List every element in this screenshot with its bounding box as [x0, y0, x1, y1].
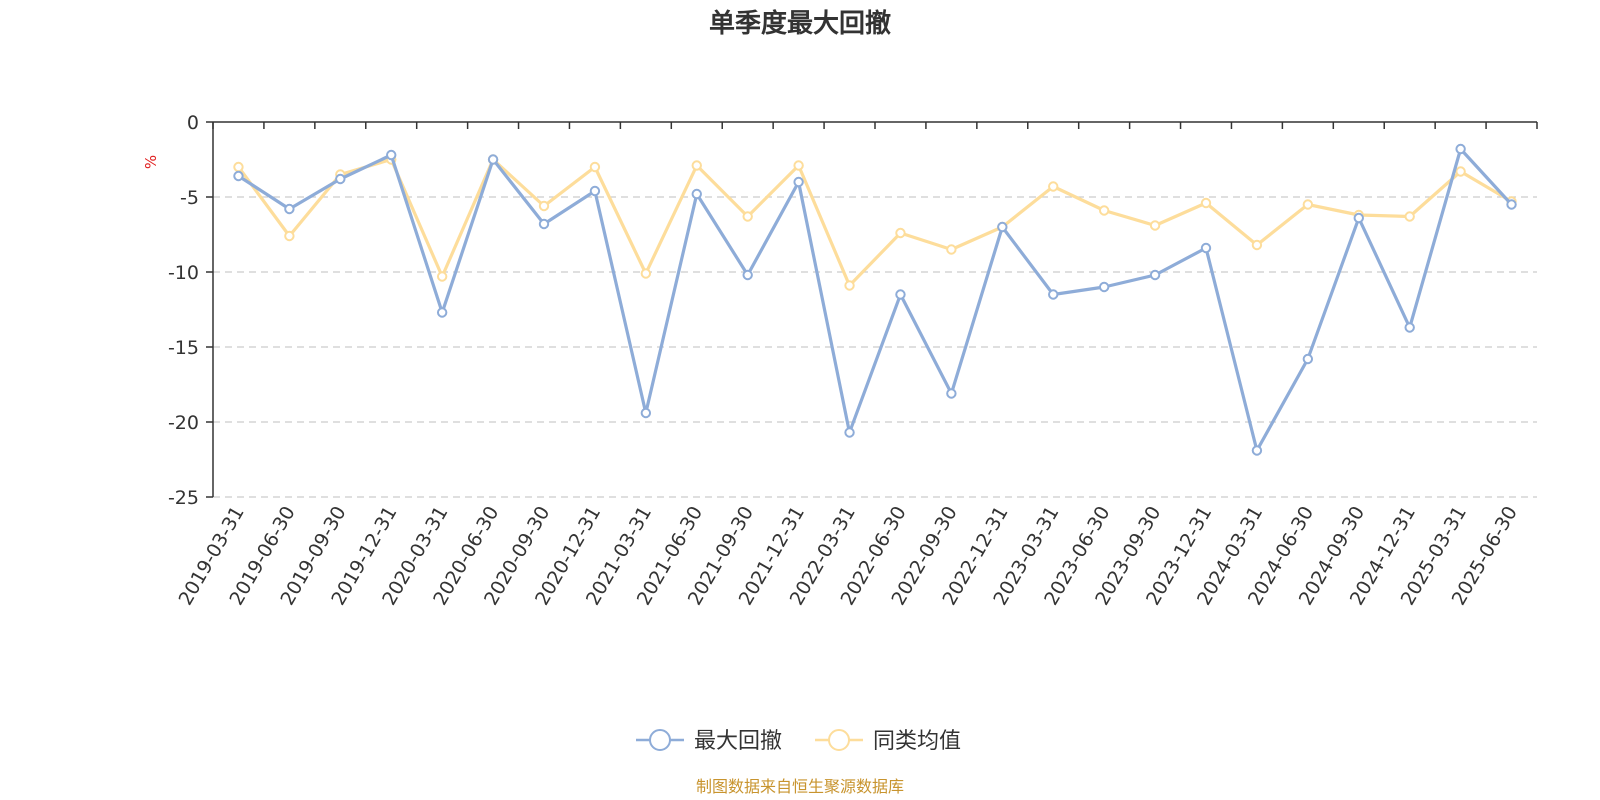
y-tick-label: -15 [168, 337, 199, 359]
data-point [487, 154, 499, 165]
data-point [997, 221, 1008, 233]
y-tick-label: -10 [168, 262, 199, 284]
data-point [1098, 205, 1110, 216]
data-point [386, 149, 397, 161]
data-point [1200, 197, 1212, 209]
data-point [640, 407, 652, 419]
data-point [742, 211, 753, 222]
series-lines [233, 143, 1517, 456]
data-point [335, 173, 346, 185]
data-source-note: 制图数据来自恒生聚源数据库 [696, 777, 904, 796]
y-tick-label: 0 [187, 112, 199, 134]
data-point [1048, 181, 1059, 192]
legend: 最大回撤 同类均值 [636, 729, 961, 754]
legend-label: 最大回撤 [694, 729, 782, 754]
legend-marker [649, 729, 671, 751]
data-point [1251, 445, 1263, 456]
data-point [1506, 199, 1517, 210]
y-tick-label: -25 [168, 487, 199, 509]
series-peer-average [233, 154, 1517, 291]
series-max-drawdown [233, 143, 1517, 456]
data-point [233, 161, 244, 173]
data-point [691, 188, 702, 200]
data-point [589, 185, 601, 197]
y-axis-unit-label: % [142, 155, 160, 169]
data-point [1098, 281, 1110, 293]
data-point [742, 269, 753, 281]
series-line [237, 157, 1513, 288]
data-point [436, 271, 448, 282]
data-point [793, 176, 804, 188]
chart-title: 单季度最大回撤 [709, 8, 891, 39]
data-point [284, 230, 295, 242]
data-point [844, 427, 855, 438]
data-point [284, 203, 295, 215]
data-point [1404, 322, 1415, 333]
data-point [1149, 220, 1161, 231]
data-point [1048, 289, 1059, 300]
data-point [946, 388, 957, 399]
axes: 0-5-10-15-20-252019-03-312019-06-302019-… [168, 112, 1538, 609]
y-tick-label: -5 [180, 187, 199, 209]
grid-lines [213, 196, 1537, 498]
data-point [1302, 199, 1314, 210]
data-point [1302, 353, 1314, 365]
data-point [589, 161, 601, 173]
data-point [1149, 269, 1161, 281]
series-line [237, 147, 1513, 453]
legend-item-max-drawdown[interactable]: 最大回撤 [636, 729, 782, 754]
y-tick-label: -20 [168, 412, 199, 434]
data-point [1455, 143, 1466, 155]
data-point [793, 160, 804, 171]
data-point [895, 227, 906, 239]
data-point [233, 170, 244, 182]
data-point [538, 218, 550, 230]
data-point [1404, 211, 1415, 222]
data-point [844, 280, 855, 291]
data-point [1251, 239, 1263, 251]
data-point [895, 289, 906, 300]
data-point [691, 160, 702, 171]
data-point [640, 268, 652, 279]
legend-item-peer-average[interactable]: 同类均值 [815, 729, 961, 754]
data-point [538, 200, 550, 212]
data-point [946, 244, 957, 255]
data-point [436, 307, 448, 318]
data-point [1200, 242, 1212, 254]
legend-marker [828, 729, 850, 751]
legend-label: 同类均值 [873, 729, 961, 754]
data-point [1455, 166, 1466, 177]
data-point [1353, 212, 1364, 224]
